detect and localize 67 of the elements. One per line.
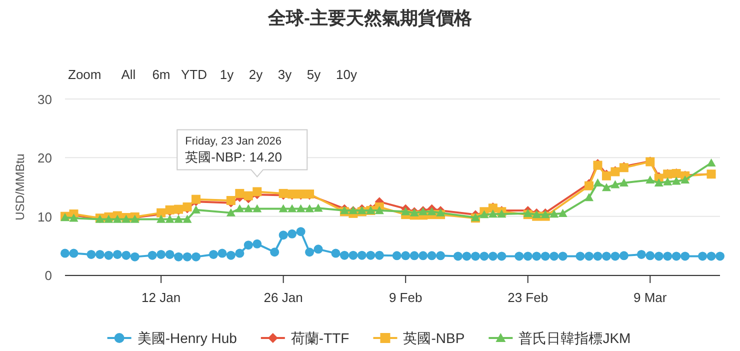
point [680,175,690,184]
point [69,214,78,222]
point [646,175,655,184]
point [156,214,166,223]
point [314,204,323,212]
point [235,188,244,198]
x-tick-label: 9 Mar [634,290,668,305]
point [252,204,262,212]
point [663,177,672,186]
text: All [121,67,136,82]
point [584,193,594,202]
y-tick-label: 20 [38,150,52,166]
point [252,187,262,196]
text: 3y [278,67,292,82]
x-tick-label: 9 Feb [388,290,422,305]
point [558,208,568,217]
text: 1y [220,67,234,82]
x-tick-label: 23 Feb [508,290,548,305]
point [296,204,306,212]
point [619,178,628,186]
point [182,214,192,223]
point [192,205,200,214]
point [244,204,253,212]
point [427,207,436,216]
y-tick-label: 0 [44,268,52,283]
point [672,176,681,185]
x-tick-label: 26 Jan [264,290,303,305]
chart-title: 全球-主要天然氣期貨價格 [267,8,473,28]
point [436,208,446,216]
y-tick-label: 30 [38,92,52,107]
point [706,158,716,167]
tooltip: Friday, 23 Jan 2026 英國-NBP: 14.20 [176,129,308,178]
point [165,214,174,223]
point [401,207,410,216]
point [192,194,200,204]
point [278,204,288,212]
point [288,204,297,212]
legend-label: 美國-Henry Hub [137,330,238,346]
point [112,214,122,223]
point [226,196,236,205]
point [550,209,559,218]
text: 6m [152,67,170,82]
text: Zoom [68,67,102,82]
point [523,208,532,217]
x-tick-label: 12 Jan [142,290,181,305]
point [654,178,664,186]
point [305,204,314,212]
text: 5y [306,67,322,82]
text: YTD [180,67,207,82]
point [374,206,384,214]
y-tick-label: 10 [38,209,52,224]
point [610,180,620,188]
point [235,204,244,212]
point [174,214,184,223]
text: 10y [336,67,358,82]
legend-label: 普氏日韓指標JKM [518,330,631,346]
y-axis-title: USD/MMBtu [13,154,27,220]
point [602,183,611,192]
point [226,208,236,216]
text: 2y [248,67,264,82]
annotation: Friday, 23 Jan 2026 英國-NBP: 14.20 [185,136,282,165]
point [593,178,602,186]
legend-label: 英國-NBP [403,330,465,346]
point [488,209,498,218]
point [584,181,594,190]
legend-label: 荷蘭-TTF [290,330,350,346]
point [244,191,253,200]
